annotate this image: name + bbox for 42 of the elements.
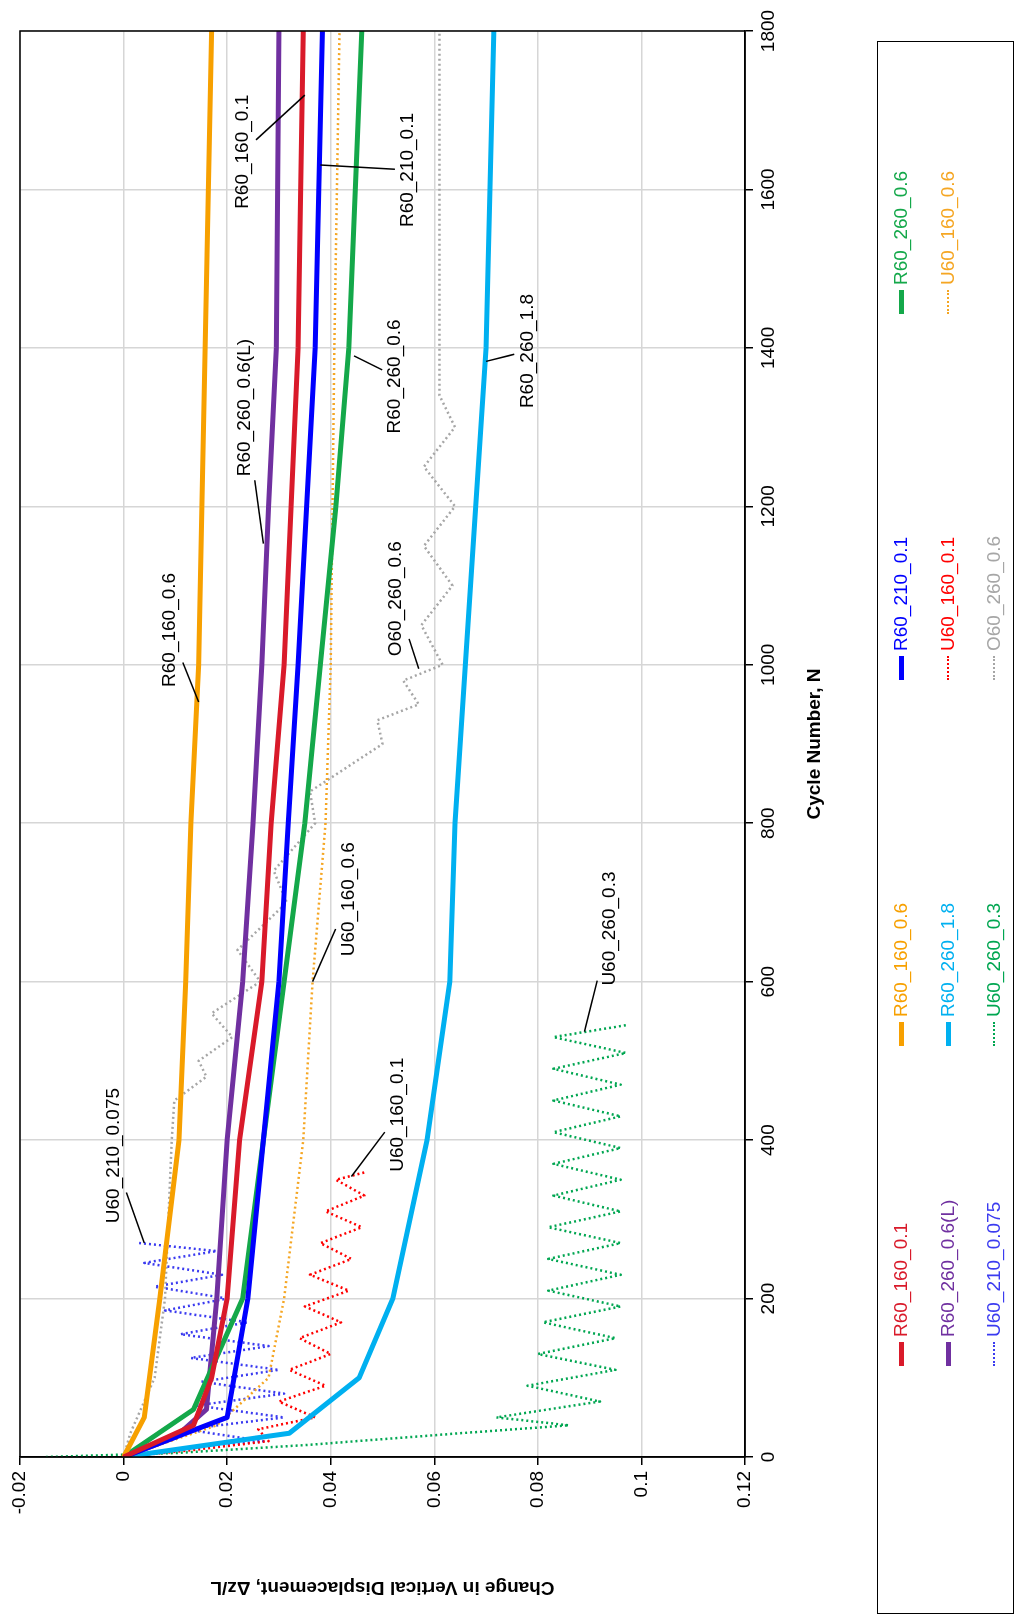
annotation: R60_260_0.6: [383, 319, 406, 434]
x-tick-label: 0.02: [215, 1471, 237, 1508]
x-tick-label: -0.02: [8, 1471, 30, 1515]
text: R60_160_0.1: [890, 1222, 912, 1337]
x-tick-label: 0.1: [629, 1471, 651, 1498]
text: U60_160_0.1: [937, 536, 959, 651]
annotation: R60_260_0.6(L): [233, 338, 256, 477]
annotation: R60_160_0.6: [158, 572, 181, 687]
annotation: U60_210_0.075: [101, 1087, 124, 1224]
text: R60_210_0.1: [890, 536, 912, 651]
y-tick-label: 1600: [756, 168, 778, 211]
x-tick-label: 0.06: [422, 1471, 444, 1508]
y-tick-label: 1200: [756, 485, 778, 528]
y-tick-label: 0: [756, 1451, 778, 1463]
y-tick-label: 800: [756, 807, 778, 840]
y-axis-title: Cycle Number, N: [803, 668, 825, 820]
y-tick-label: 1800: [756, 9, 778, 53]
annotation: U60_160_0.6: [336, 842, 359, 957]
annotation: R60_260_1.8: [515, 294, 538, 409]
x-tick-label: 0: [111, 1471, 133, 1482]
text: U60_160_0.6: [937, 170, 959, 285]
y-tick-label: 1000: [756, 643, 778, 686]
annotation: U60_160_0.1: [386, 1057, 409, 1172]
annotation: R60_160_0.1: [231, 94, 254, 209]
annotation: O60_260_0.6: [384, 541, 407, 657]
text: R60_260_0.6: [890, 170, 912, 285]
annotation: R60_210_0.1: [396, 112, 419, 228]
text: R60_260_1.8: [937, 902, 959, 1017]
text: U60_260_0.3: [983, 902, 1005, 1017]
y-tick-label: 200: [756, 1282, 778, 1315]
y-tick-label: 1400: [756, 326, 778, 370]
x-tick-label: 0.04: [318, 1470, 340, 1508]
x-tick-label: 0.08: [526, 1471, 548, 1508]
text: U60_210_0.075: [983, 1201, 1005, 1337]
text: R60_160_0.6: [890, 902, 912, 1017]
x-axis-title: Change in Vertical Displacement, Δz/L: [210, 1577, 555, 1599]
text: O60_260_0.6: [983, 535, 1005, 651]
y-tick-label: 600: [756, 965, 778, 998]
y-tick-label: 400: [756, 1124, 778, 1156]
annotation: U60_260_0.3: [598, 871, 621, 986]
text: R60_260_0.6(L): [937, 1199, 959, 1337]
x-tick-label: 0.12: [733, 1471, 755, 1508]
